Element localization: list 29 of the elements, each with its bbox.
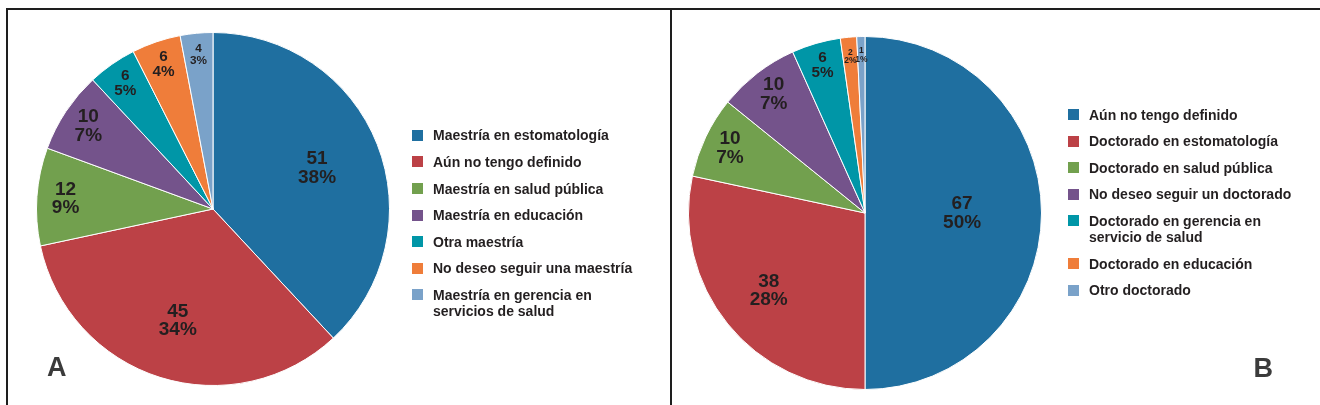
legend-label: Otra maestría (433, 233, 525, 250)
legend-label: Doctorado en educación (1089, 255, 1254, 272)
legend-label: Doctorado en estomatología (1089, 133, 1280, 150)
legend-label: Otro doctorado (1089, 282, 1192, 299)
legend-label: Maestría en gerencia en servicios de salud (433, 286, 593, 319)
data-label: 51 38% (298, 146, 337, 187)
data-label: 6 5% (810, 48, 834, 81)
legend-label: Doctorado en gerencia en servicio de salud (1089, 212, 1262, 245)
data-label: 2 2% (843, 46, 857, 66)
data-label: 10 7% (759, 73, 788, 114)
data-label: 67 50% (942, 191, 981, 232)
data-label: 4 3% (189, 40, 208, 66)
legend-label: No deseo seguir una maestría (433, 260, 634, 277)
text: B (1253, 352, 1273, 383)
text: A (47, 352, 67, 382)
data-label: 10 7% (74, 105, 103, 145)
data-label: 10 7% (715, 127, 744, 168)
legend-label: No deseo seguir un doctorado (1089, 186, 1293, 203)
data-label: 6 4% (152, 46, 176, 79)
data-label: 12 9% (51, 177, 80, 218)
legend-label: Maestría en salud pública (433, 180, 605, 197)
legend-label: Maestría en estomatología (433, 127, 610, 144)
data-label: 38 28% (749, 269, 788, 310)
legend-label: Aún no tengo definido (433, 153, 583, 170)
data-label: 45 34% (158, 299, 197, 340)
data-label: 6 5% (114, 66, 137, 98)
legend-label: Doctorado en salud pública (1089, 159, 1274, 176)
legend-label: Aún no tengo definido (1089, 106, 1239, 123)
legend-label: Maestría en educación (433, 207, 585, 224)
